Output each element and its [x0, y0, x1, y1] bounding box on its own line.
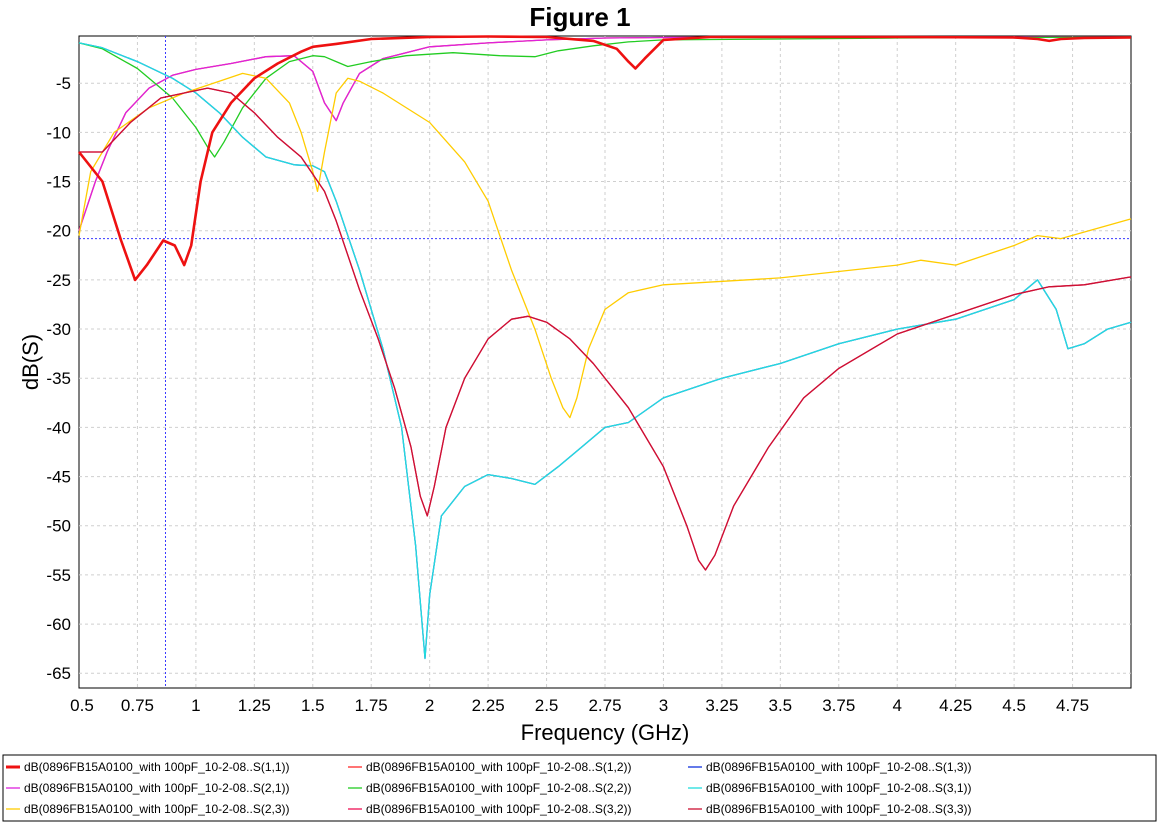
y-axis-label: dB(S)	[18, 334, 43, 390]
series-line-7	[78, 72, 1132, 419]
x-tick-label: 1	[191, 696, 200, 715]
x-tick-label: 0.5	[70, 696, 94, 715]
x-tick-label: 1.75	[355, 696, 388, 715]
legend-item-label: dB(0896FB15A0100_with 100pF_10-2-08..S(2…	[366, 781, 632, 795]
x-tick-label: 2	[425, 696, 434, 715]
x-tick-label: 4.5	[1002, 696, 1026, 715]
y-tick-label: -60	[46, 615, 71, 634]
x-tick-label: 1.25	[238, 696, 271, 715]
x-tick-label: 4	[892, 696, 901, 715]
series-line-1	[77, 35, 1132, 282]
legend-item-label: dB(0896FB15A0100_with 100pF_10-2-08..S(3…	[366, 802, 632, 816]
y-tick-label: -5	[56, 74, 71, 93]
legend-item-label: dB(0896FB15A0100_with 100pF_10-2-08..S(3…	[706, 781, 972, 795]
x-tick-label: 3	[659, 696, 668, 715]
grid	[79, 36, 1131, 688]
legend-item-label: dB(0896FB15A0100_with 100pF_10-2-08..S(1…	[24, 760, 290, 774]
series-line-6	[78, 42, 1132, 660]
series-line-5	[78, 36, 1132, 158]
x-tick-label: 2.5	[535, 696, 559, 715]
legend-item-label: dB(0896FB15A0100_with 100pF_10-2-08..S(2…	[24, 781, 290, 795]
chart-title: Figure 1	[529, 2, 630, 32]
y-tick-label: -10	[46, 123, 71, 142]
x-tick-label: 3.25	[705, 696, 738, 715]
legend-item-label: dB(0896FB15A0100_with 100pF_10-2-08..S(1…	[706, 760, 972, 774]
x-tick-label: 2.25	[472, 696, 505, 715]
series-line-4	[78, 36, 1131, 231]
y-tick-label: -45	[46, 468, 71, 487]
y-tick-label: -35	[46, 369, 71, 388]
y-tick-label: -55	[46, 566, 71, 585]
y-tick-label: -15	[46, 173, 71, 192]
x-tick-label: 2.75	[588, 696, 621, 715]
y-tick-label: -25	[46, 271, 71, 290]
legend: dB(0896FB15A0100_with 100pF_10-2-08..S(1…	[2, 754, 1157, 822]
y-tick-label: -65	[46, 664, 71, 683]
x-tick-label: 4.25	[939, 696, 972, 715]
y-tick-label: -30	[46, 320, 71, 339]
y-tick-label: -50	[46, 517, 71, 536]
x-axis-label: Frequency (GHz)	[521, 720, 690, 745]
y-tick-label: -20	[46, 222, 71, 241]
series-line-9	[79, 87, 1132, 571]
x-tick-label: 4.75	[1056, 696, 1089, 715]
legend-item-label: dB(0896FB15A0100_with 100pF_10-2-08..S(3…	[706, 802, 972, 816]
x-tick-label: 0.75	[121, 696, 154, 715]
marker-lines	[79, 36, 1131, 688]
x-tick-label: 3.75	[822, 696, 855, 715]
series-lines	[77, 35, 1132, 660]
legend-box	[2, 754, 1157, 822]
y-tick-label: -40	[46, 418, 71, 437]
tick-labels: 0.5 0.75 1 1.25 1.5 1.75 2 2.25 2.5 2.75 3 3.25 3.5 3…	[46, 74, 1089, 715]
legend-item-label: dB(0896FB15A0100_with 100pF_10-2-08..S(1…	[366, 760, 632, 774]
x-tick-label: 1.5	[301, 696, 325, 715]
legend-item-label: dB(0896FB15A0100_with 100pF_10-2-08..S(2…	[24, 802, 290, 816]
x-tick-label: 3.5	[769, 696, 793, 715]
